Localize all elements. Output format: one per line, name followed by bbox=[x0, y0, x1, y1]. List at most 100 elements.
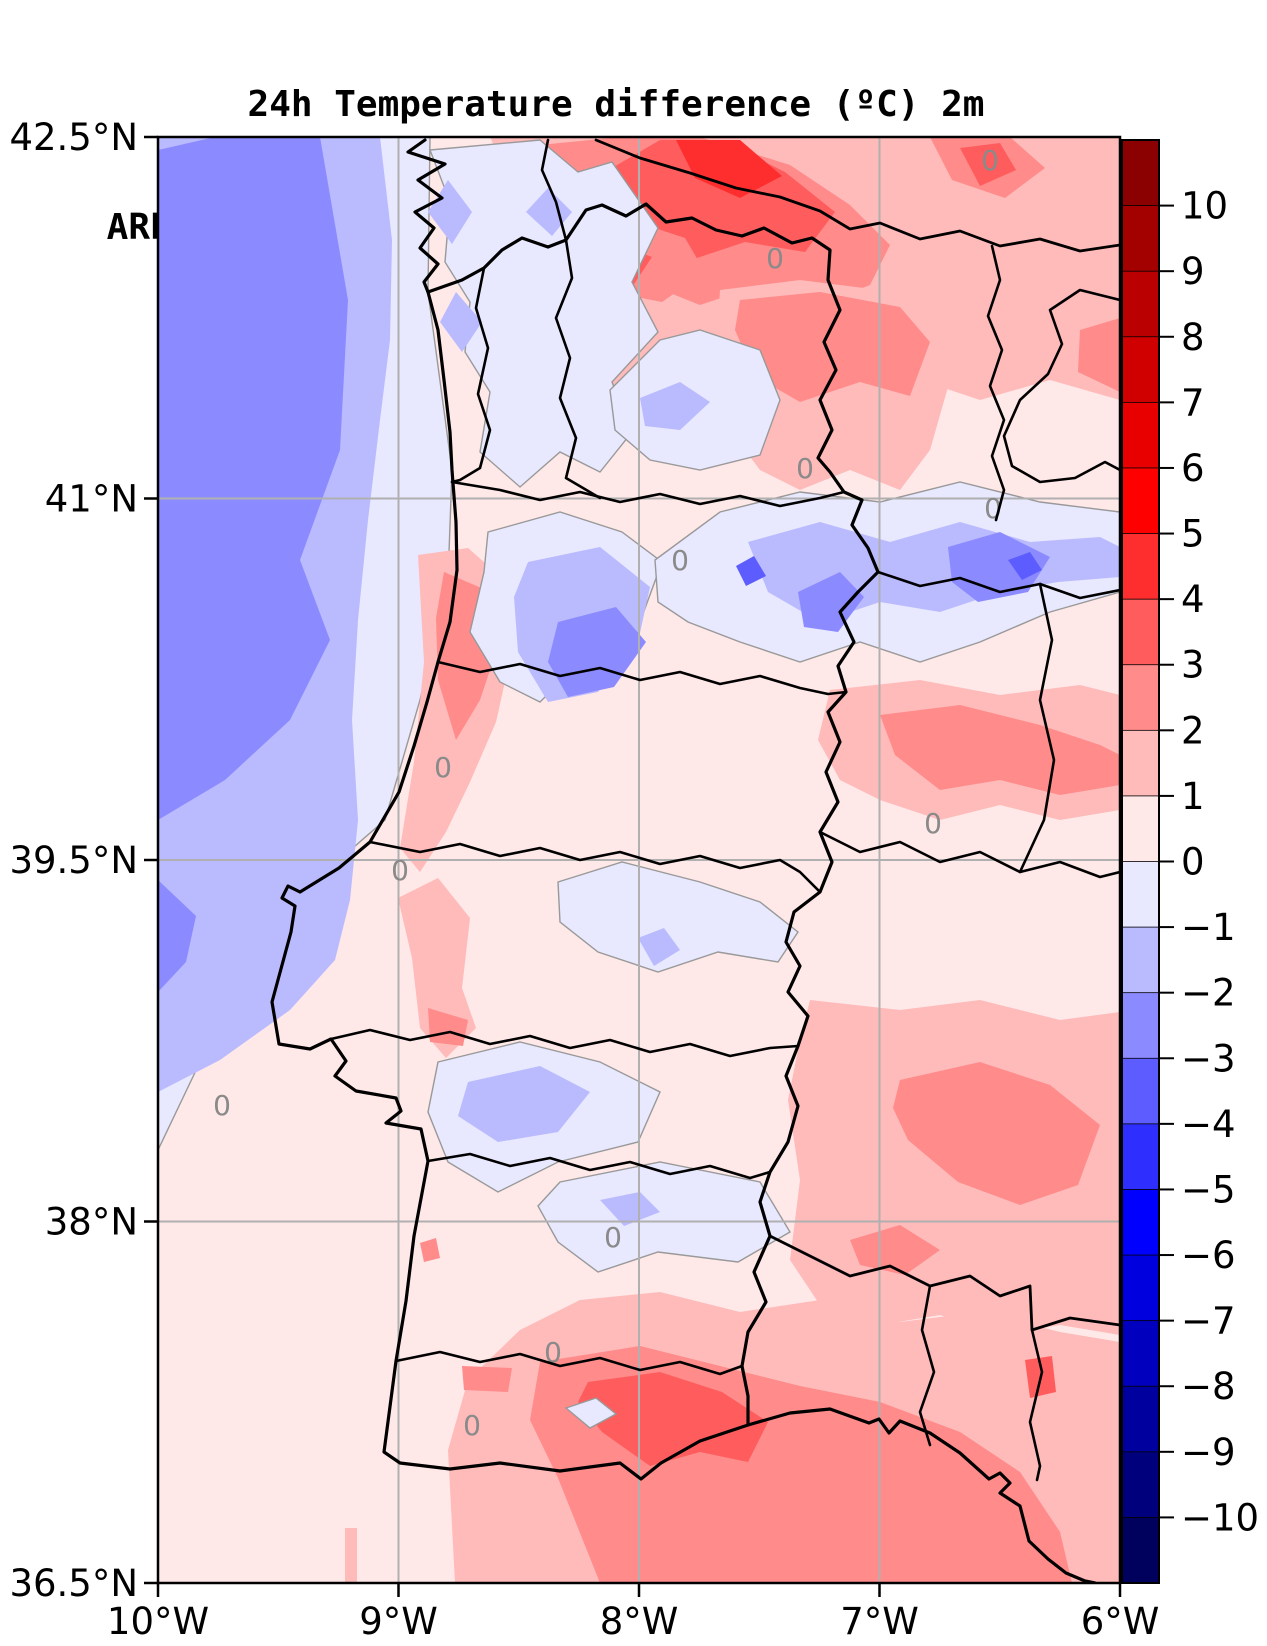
border-spain-huelva-line bbox=[918, 1284, 936, 1447]
border-spain-valladolid-curve bbox=[1002, 288, 1120, 484]
colorbar-tick-label: 10 bbox=[1181, 185, 1228, 228]
border-district-chaves bbox=[554, 238, 602, 500]
zero-contour-label: 0 bbox=[463, 1409, 481, 1442]
zero-contour-label: 0 bbox=[544, 1336, 562, 1369]
colorbar-segment bbox=[1121, 992, 1160, 1060]
zero-contour-label: 0 bbox=[604, 1221, 622, 1254]
colorbar-tick-label: 3 bbox=[1181, 644, 1205, 687]
border-district-mondego bbox=[436, 660, 848, 696]
border-district-alentejo bbox=[426, 1152, 772, 1180]
region-south-coast-red bbox=[578, 1372, 768, 1466]
title-line-1: 24h Temperature difference (ºC) 2m bbox=[247, 84, 985, 125]
region-spain-band-deep2 bbox=[948, 532, 1050, 602]
colorbar-segment bbox=[1121, 664, 1160, 732]
zero-contour-label: 0 bbox=[766, 242, 784, 275]
y-tick-label: 39.5°N bbox=[9, 839, 138, 882]
colorbar-segment bbox=[1121, 729, 1160, 797]
colorbar-tick-label: 9 bbox=[1181, 250, 1205, 293]
colorbar-tick-label: 6 bbox=[1181, 447, 1205, 490]
colorbar-tick-label: −4 bbox=[1181, 1103, 1236, 1146]
border-spain-avila-link bbox=[1018, 582, 1056, 874]
colorbar-segment bbox=[1121, 1385, 1160, 1453]
region-zamora-salmon bbox=[735, 292, 930, 402]
y-tick-label: 38°N bbox=[45, 1201, 138, 1244]
region-badajoz-salmon2 bbox=[850, 1225, 940, 1275]
region-alentejo-blue bbox=[600, 1192, 660, 1226]
region-ocean-streak2 bbox=[458, 1498, 474, 1570]
region-nw-blue2 bbox=[440, 292, 482, 352]
region-spain-band-deepest1 bbox=[736, 556, 766, 586]
border-spain-caceres-badajoz bbox=[818, 830, 1120, 879]
border-district-tejo bbox=[329, 1028, 800, 1058]
border-spain-galicia-line bbox=[540, 138, 568, 242]
colorbar-tick-label: −10 bbox=[1181, 1496, 1259, 1539]
colorbar-segment bbox=[1121, 1057, 1160, 1125]
zero-contour-label: 0 bbox=[981, 144, 999, 177]
colorbar-tick-label: 1 bbox=[1181, 775, 1205, 818]
colorbar-segment bbox=[1121, 401, 1160, 469]
colorbar-tick-label: −6 bbox=[1181, 1234, 1236, 1277]
colorbar-tick-label: −3 bbox=[1181, 1037, 1236, 1080]
zero-contour-label: 0 bbox=[796, 452, 814, 485]
colorbar-tick-label: −2 bbox=[1181, 972, 1236, 1015]
colorbar-segment bbox=[1121, 1320, 1160, 1388]
region-badajoz-salmon bbox=[893, 1062, 1100, 1205]
colorbar-tick-label: −1 bbox=[1181, 906, 1236, 949]
colorbar-segment bbox=[1121, 795, 1160, 863]
region-lisbon-se-blue bbox=[458, 1066, 590, 1142]
region-mid-alentejo-blue bbox=[638, 928, 680, 966]
colorbar-segment bbox=[1121, 1189, 1160, 1257]
region-algarve-salmon bbox=[462, 1366, 512, 1392]
x-tick-label: 10°W bbox=[107, 1600, 209, 1643]
colorbar-segment bbox=[1121, 205, 1160, 273]
border-spain-sistema-central bbox=[876, 570, 1120, 600]
border-spain-zamora-line bbox=[986, 244, 1006, 522]
colorbar-tick-label: 5 bbox=[1181, 513, 1205, 556]
border-coastline bbox=[270, 138, 1097, 1583]
x-tick-label: 9°W bbox=[359, 1600, 438, 1643]
colorbar-segment bbox=[1121, 467, 1160, 535]
colorbar-tick-label: −8 bbox=[1181, 1365, 1236, 1408]
colorbar-tick-label: 0 bbox=[1181, 841, 1205, 884]
x-tick-label: 7°W bbox=[840, 1600, 919, 1643]
region-west-coast2-salmon bbox=[428, 1008, 468, 1046]
region-mid-alentejo-lavender bbox=[557, 861, 799, 973]
border-spain-north-line bbox=[594, 138, 1120, 253]
colorbar-tick-label: 7 bbox=[1181, 381, 1205, 424]
colorbar-tick-label: −7 bbox=[1181, 1300, 1236, 1343]
colorbar-segment bbox=[1121, 533, 1160, 601]
border-spain-andalucia-north bbox=[768, 1234, 1120, 1332]
region-ocean-neg2-to-neg3 bbox=[158, 137, 348, 820]
y-tick-label: 42.5°N bbox=[9, 116, 138, 159]
zero-contour-label: 0 bbox=[434, 751, 452, 784]
graticule bbox=[158, 137, 1120, 1583]
colorbar-segment bbox=[1121, 1254, 1160, 1322]
colorbar-tick-label: 2 bbox=[1181, 709, 1205, 752]
x-tick-label: 8°W bbox=[600, 1600, 679, 1643]
region-north-spain-darkred bbox=[676, 140, 782, 198]
colorbar-tick-label: −9 bbox=[1181, 1431, 1236, 1474]
colorbar-segment bbox=[1121, 270, 1160, 338]
region-alentejo-dot bbox=[420, 1238, 440, 1262]
colorbar-segment bbox=[1121, 1451, 1160, 1519]
region-zamora-blue bbox=[640, 382, 710, 430]
colorbar-tick-label: 8 bbox=[1181, 316, 1205, 359]
colorbar-segment bbox=[1121, 861, 1160, 929]
region-spain-band-deepest2 bbox=[1008, 552, 1042, 580]
colorbar-tick-label: 4 bbox=[1181, 578, 1205, 621]
x-tick-label: 6°W bbox=[1081, 1600, 1160, 1643]
region-extremadura-salmon bbox=[880, 705, 1120, 795]
region-ocean-streak1 bbox=[345, 1528, 357, 1583]
border-district-algarve bbox=[394, 1350, 744, 1376]
zero-contour-label: 0 bbox=[213, 1089, 231, 1122]
border-district-minho bbox=[450, 266, 492, 484]
region-spain-band-deep1 bbox=[798, 572, 864, 632]
colorbar-segment bbox=[1121, 1517, 1160, 1584]
border-district-tejo-north bbox=[368, 840, 822, 894]
colorbar-segment bbox=[1121, 336, 1160, 404]
axes: 10°W 9°W 8°W 7°W 6°W 42.5°N 41°N 39.5°N 38°N 36.5… bbox=[9, 116, 1159, 1643]
region-nw-lavender bbox=[429, 139, 659, 488]
